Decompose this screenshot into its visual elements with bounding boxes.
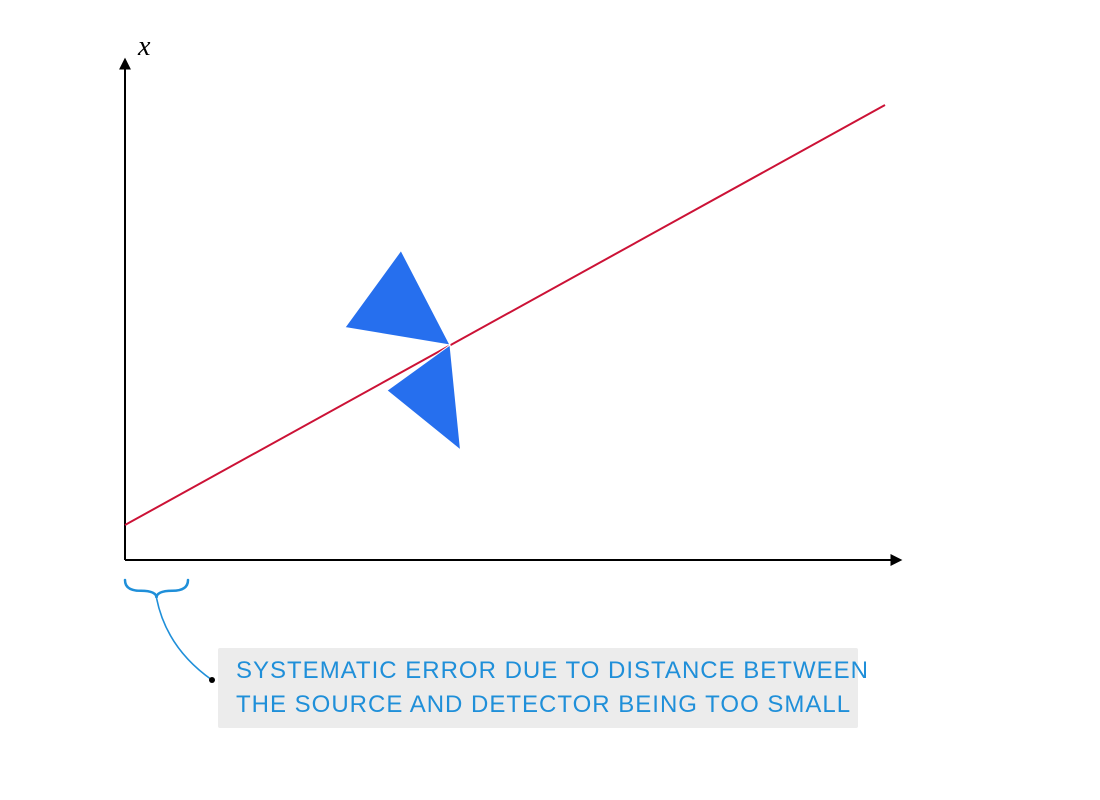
y-axis-label: x [137,31,151,62]
callout-anchor-dot [209,677,215,683]
callout-text-line1: SYSTEMATIC ERROR DUE TO DISTANCE BETWEEN [236,657,869,684]
callout-text-line2: THE SOURCE AND DETECTOR BEING TOO SMALL [236,691,851,718]
